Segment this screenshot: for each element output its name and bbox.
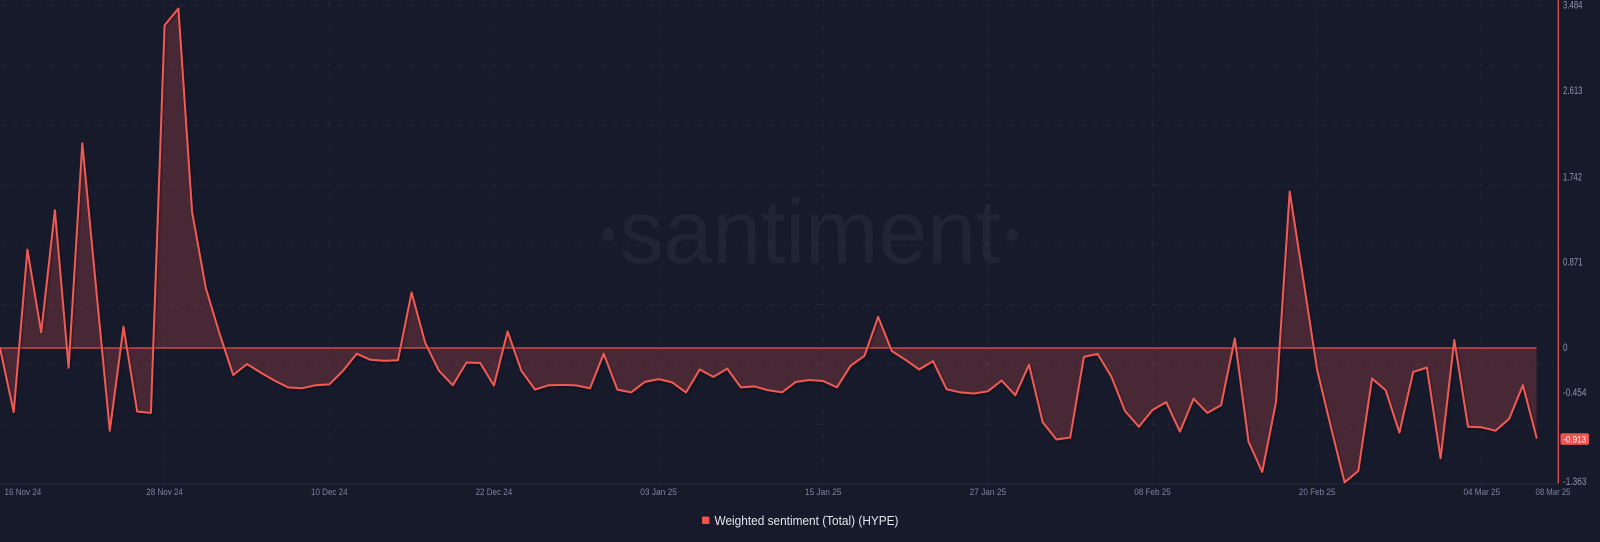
svg-text:08 Mar 25: 08 Mar 25 [1536,487,1571,497]
svg-text:0.871: 0.871 [1563,257,1583,269]
svg-text:04 Mar 25: 04 Mar 25 [1464,487,1501,497]
svg-text:22 Dec 24: 22 Dec 24 [476,487,513,497]
svg-text:28 Nov 24: 28 Nov 24 [146,487,183,497]
svg-text:27 Jan 25: 27 Jan 25 [970,487,1007,497]
svg-text:15 Jan 25: 15 Jan 25 [805,487,842,497]
svg-text:santiment: santiment [620,182,1001,283]
svg-text:10 Dec 24: 10 Dec 24 [311,487,348,497]
svg-text:Weighted sentiment (Total) (HY: Weighted sentiment (Total) (HYPE) [715,513,899,528]
svg-text:0: 0 [1563,342,1568,354]
svg-text:16 Nov 24: 16 Nov 24 [5,487,42,497]
svg-text:1.742: 1.742 [1563,172,1582,184]
svg-text:03 Jan 25: 03 Jan 25 [640,487,677,497]
svg-text:-0.913: -0.913 [1563,434,1586,445]
svg-text:3.484: 3.484 [1563,0,1583,12]
svg-text:-0.454: -0.454 [1563,387,1587,399]
svg-text:08 Feb 25: 08 Feb 25 [1134,487,1171,497]
svg-text:-1.363: -1.363 [1563,476,1587,488]
svg-text:20 Feb 25: 20 Feb 25 [1299,487,1336,497]
svg-text:2.613: 2.613 [1563,85,1583,97]
